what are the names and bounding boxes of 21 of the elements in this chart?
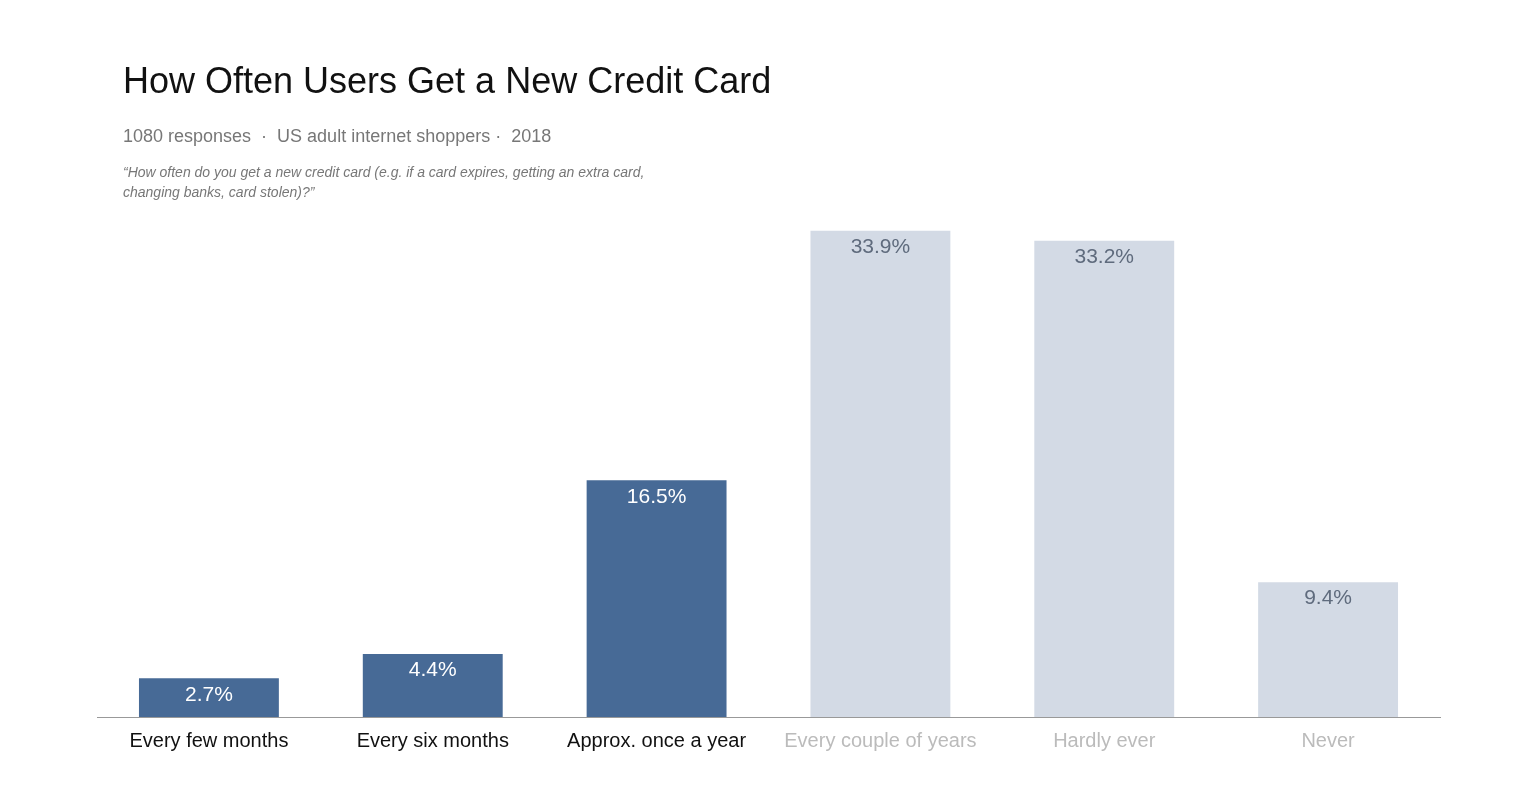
x-tick-label: Approx. once a year (567, 728, 747, 751)
data-label: 9.4% (1304, 585, 1353, 609)
data-label: 4.4% (408, 657, 457, 681)
x-tick-label: Never (1301, 728, 1356, 751)
text: “How often do you get a new credit card (e.g. if a card expires, getting an extra card, changing banks, card stolen)?” (123, 163, 646, 202)
x-tick-label: Every few months (129, 728, 289, 751)
x-tick-label: Hardly ever (1053, 728, 1156, 751)
data-label: 16.5% (626, 483, 687, 507)
bar (362, 653, 503, 717)
x-tick-label: Every couple of years (784, 728, 977, 751)
chart-title: How Often Users Get a New Credit Card (123, 60, 772, 102)
bar (1034, 240, 1175, 717)
x-tick-label: Every six months (356, 728, 509, 751)
bar (586, 480, 727, 717)
bar (138, 678, 279, 717)
data-label: 2.7% (184, 681, 233, 705)
bar (810, 230, 951, 717)
bar (1258, 582, 1399, 717)
data-label: 33.9% (850, 234, 911, 258)
chart-subtitle: 1080 responses · US adult internet shoppers · 2018 (123, 126, 552, 147)
data-label: 33.2% (1074, 244, 1135, 268)
